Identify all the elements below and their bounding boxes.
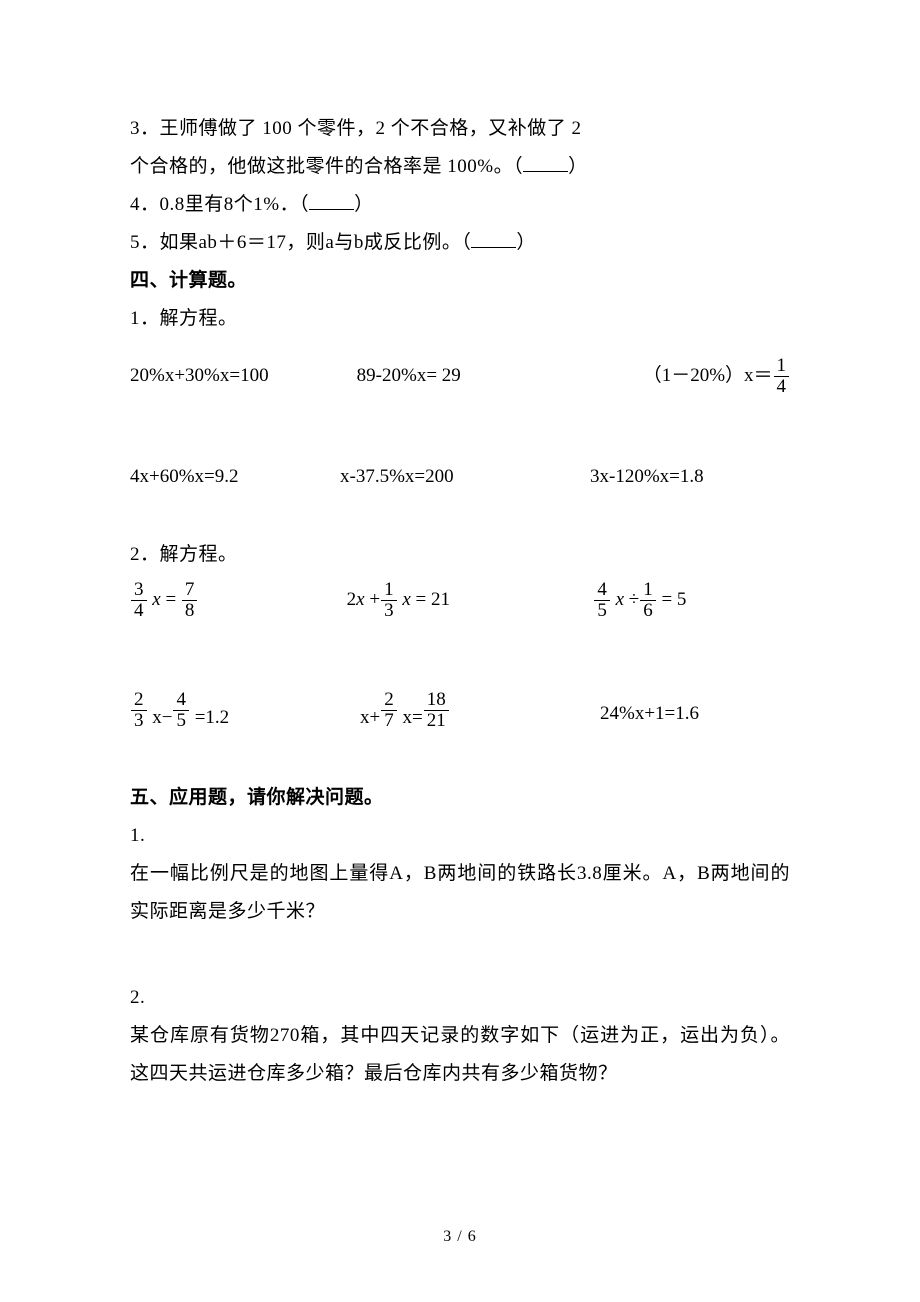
question-4: 4．0.8里有8个1%．（ ）: [130, 186, 790, 224]
question-3-text: 个合格的，他做这批零件的合格率是 100%。（: [130, 156, 523, 177]
eq-2b: x-37.5%x=200: [330, 466, 540, 488]
section-5-q2-num: 2.: [130, 979, 790, 1017]
eq-1b: 89-20%x= 29: [347, 365, 574, 387]
eq-4c: 24%x+1=1.6: [550, 695, 790, 725]
blank-fill: [523, 158, 568, 172]
eq-4a: 23 x−45 =1.2: [130, 690, 320, 731]
question-4-end: ）: [354, 194, 374, 215]
equation-row-4: 23 x−45 =1.2 x+27 x=1821 24%x+1=1.6: [130, 690, 790, 731]
question-4-text: 4．0.8里有8个1%．（: [130, 194, 309, 215]
question-3-line1: 3．王师傅做了 100 个零件，2 个不合格，又补做了 2: [130, 110, 790, 148]
fraction-4-5: 45: [594, 580, 610, 621]
section-5-q2-text: 某仓库原有货物270箱，其中四天记录的数字如下（运进为正，运出为负）。这四天共运…: [130, 1017, 790, 1093]
section-5-heading: 五、应用题，请你解决问题。: [130, 779, 790, 817]
fraction-4-5b: 45: [173, 690, 189, 731]
equation-row-2: 4x+60%x=9.2 x-37.5%x=200 3x-120%x=1.8: [130, 466, 790, 488]
page-number: 3 / 6: [0, 1228, 920, 1246]
question-3-end: ）: [568, 156, 588, 177]
fraction-1-3: 13: [381, 580, 397, 621]
section-4-q1: 1．解方程。: [130, 300, 790, 338]
section-5-q1-num: 1.: [130, 817, 790, 855]
question-5-text: 5．如果ab＋6＝17，则a与b成反比例。（: [130, 232, 471, 253]
eq-2a: 4x+60%x=9.2: [130, 466, 330, 488]
equation-row-3: 34 x = 78 2x +13 x = 21 45 x ÷16 = 5: [130, 580, 790, 621]
eq-1a: 20%x+30%x=100: [130, 365, 347, 387]
eq-3c: 45 x ÷16 = 5: [543, 580, 790, 621]
fraction-7-8: 78: [182, 580, 198, 621]
fraction-1-6: 16: [640, 580, 656, 621]
fraction-3-4: 34: [131, 580, 147, 621]
eq-2c: 3x-120%x=1.8: [540, 466, 790, 488]
section-4-q2: 2．解方程。: [130, 536, 790, 574]
eq-3b: 2x +13 x = 21: [327, 580, 544, 621]
fraction-18-21: 1821: [424, 690, 449, 731]
section-4-heading: 四、计算题。: [130, 262, 790, 300]
question-3-line2: 个合格的，他做这批零件的合格率是 100%。（ ）: [130, 148, 790, 186]
eq-3a: 34 x = 78: [130, 580, 327, 621]
fraction-2-7: 27: [381, 690, 397, 731]
question-5-end: ）: [516, 232, 536, 253]
equation-row-1: 20%x+30%x=100 89-20%x= 29 （1－20%）x＝14: [130, 356, 790, 397]
fraction-1-4: 14: [774, 356, 790, 397]
eq-1c: （1－20%）x＝14: [573, 356, 790, 397]
question-5: 5．如果ab＋6＝17，则a与b成反比例。（ ）: [130, 224, 790, 262]
fraction-2-3: 23: [131, 690, 147, 731]
blank-fill: [309, 196, 354, 210]
blank-fill: [471, 234, 516, 248]
eq-1c-text: （1－20%）x＝: [643, 365, 773, 386]
eq-4b: x+27 x=1821: [320, 690, 550, 731]
section-5-q1-text: 在一幅比例尺是的地图上量得A，B两地间的铁路长3.8厘米。A，B两地间的实际距离…: [130, 855, 790, 931]
